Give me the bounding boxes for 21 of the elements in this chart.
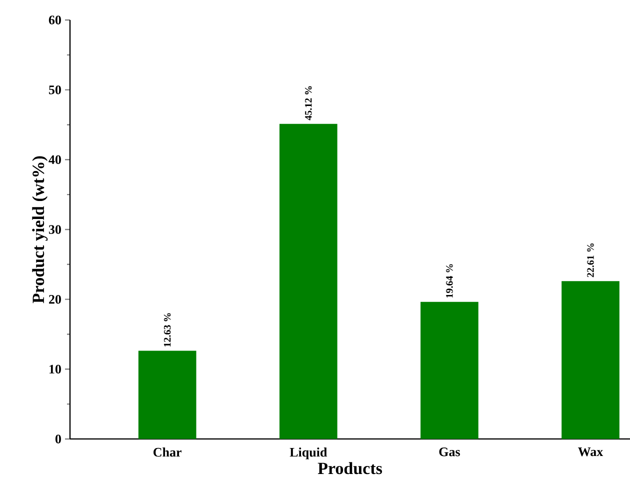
- bar: [279, 124, 338, 439]
- y-tick-label: 30: [48, 225, 61, 234]
- x-tick-label: Gas: [439, 448, 460, 456]
- x-axis-title: Products: [318, 462, 382, 474]
- bar: [420, 302, 478, 439]
- y-tick-label: 0: [55, 434, 61, 444]
- y-tick-label: 60: [48, 16, 61, 24]
- x-tick-label: Liquid: [290, 448, 328, 460]
- y-tick-label: 40: [48, 155, 61, 164]
- y-tick-label: 10: [50, 364, 61, 374]
- bar: [138, 350, 196, 439]
- data-label: 22.61 %: [587, 244, 594, 278]
- x-tick-label: Char: [154, 448, 182, 457]
- y-tick-label: 20: [49, 294, 61, 304]
- data-label: 19.64 %: [446, 264, 453, 298]
- y-tick-label: 50: [48, 85, 61, 94]
- data-label: 45.12 %: [304, 86, 312, 120]
- bar: [562, 281, 620, 439]
- data-label: 12.63 %: [164, 313, 171, 346]
- y-axis-title: Product yield (wt%): [32, 156, 48, 304]
- x-tick-label: Wax: [578, 448, 604, 456]
